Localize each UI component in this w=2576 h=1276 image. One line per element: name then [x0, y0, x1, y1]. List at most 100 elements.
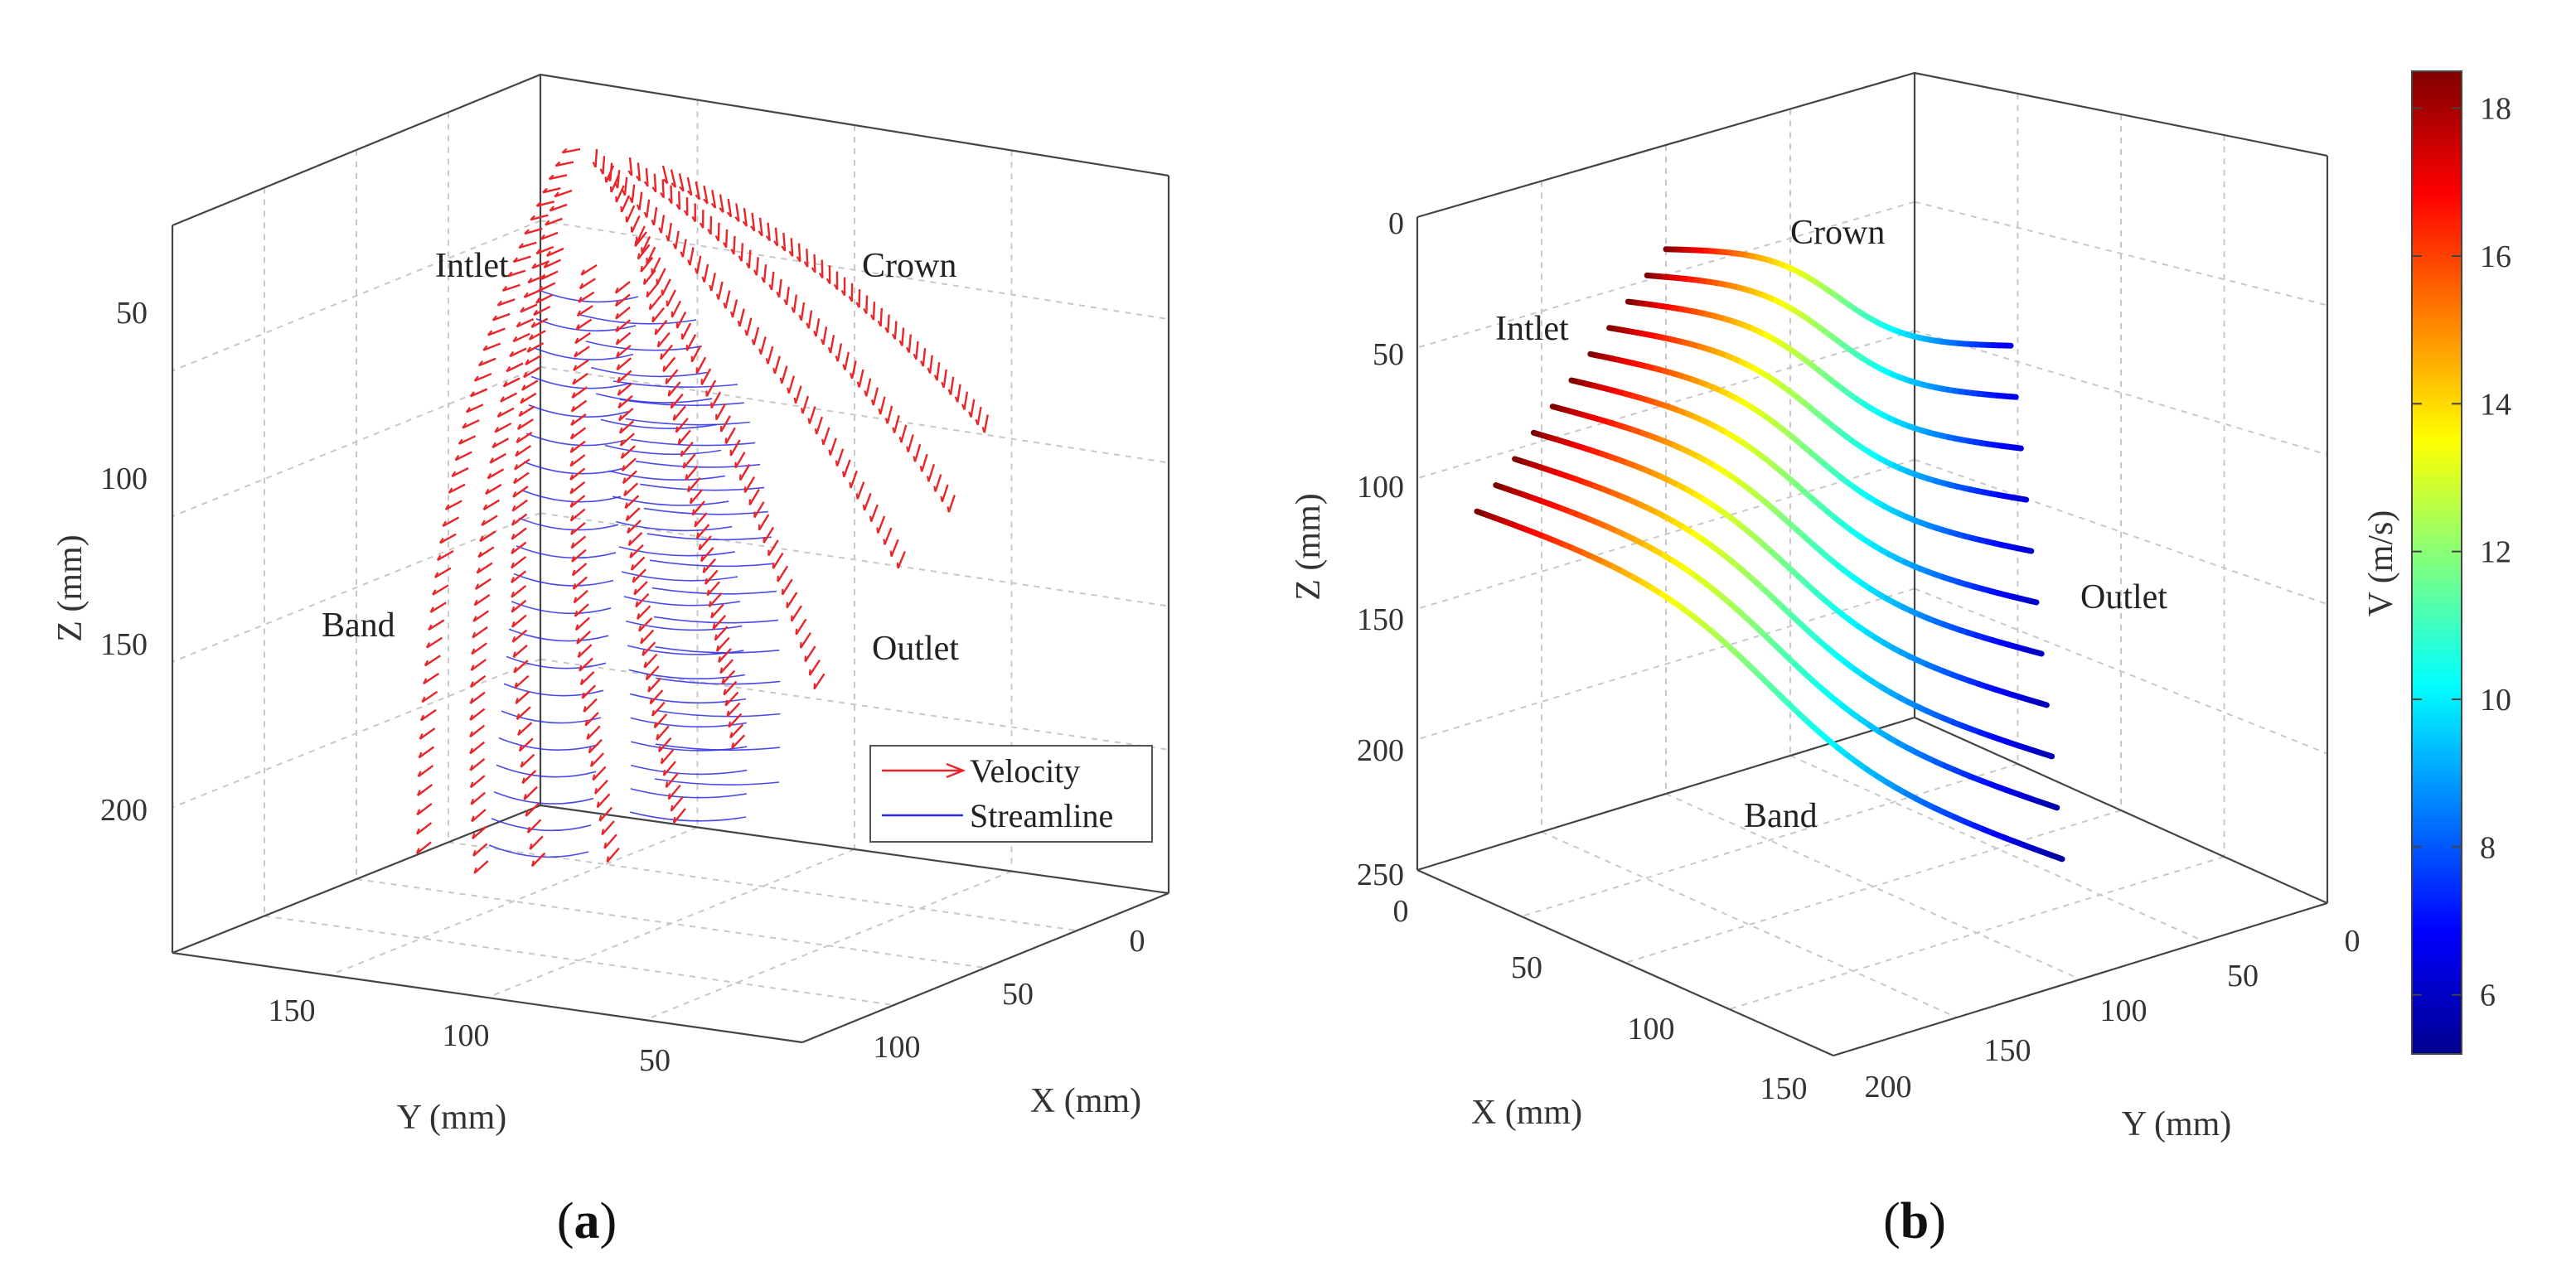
velocity-arrow [516, 431, 533, 444]
velocity-arrowhead [415, 828, 420, 835]
velocity-arrow [615, 281, 631, 294]
velocity-arrowhead [554, 191, 559, 198]
velocity-arrow [724, 427, 736, 445]
velocity-arrow [631, 215, 641, 233]
velocity-arrow [606, 847, 620, 863]
velocity-arrow [496, 407, 515, 418]
velocity-arrowhead [528, 334, 534, 341]
velocity-arrowhead [940, 495, 943, 502]
velocity-arrow [710, 273, 716, 292]
velocity-arrow [694, 512, 708, 528]
velocity-arrow [471, 809, 487, 823]
velocity-arrow [579, 671, 595, 686]
streamline-trace [649, 559, 775, 568]
velocity-arrow [429, 602, 447, 613]
velocity-arrow [843, 459, 851, 478]
velocity-arrow [502, 377, 521, 388]
z-tick: 50 [1373, 337, 1404, 372]
velocity-arrow [512, 486, 529, 498]
velocity-arrowhead [515, 450, 520, 457]
streamline-trace [629, 811, 747, 822]
velocity-arrowhead [538, 285, 543, 292]
velocity-arrow [535, 293, 554, 304]
grid-line [172, 658, 541, 809]
grid-line [172, 220, 541, 372]
velocity-arrow [512, 644, 528, 659]
velocity-arrowhead [954, 396, 959, 403]
velocity-arrow [858, 369, 864, 388]
z-tick: 50 [116, 296, 148, 331]
velocity-arrowhead [506, 365, 511, 372]
streamline-trace [626, 620, 743, 631]
panel-b-caption: (b) [1883, 1193, 1946, 1249]
streamline-trace [613, 495, 729, 506]
velocity-arrow [636, 225, 646, 244]
velocity-arrowhead [574, 610, 579, 617]
velocity-arrowhead [512, 491, 517, 498]
velocity-arrowhead [913, 353, 918, 360]
velocity-arrowhead [511, 533, 516, 540]
velocity-arrowhead [511, 577, 515, 583]
velocity-arrow [714, 626, 729, 641]
velocity-arrow [729, 439, 741, 457]
velocity-arrowhead [821, 438, 825, 445]
x-tick: 50 [1002, 977, 1034, 1012]
velocity-arrow [893, 415, 900, 433]
x-tick: 0 [1393, 894, 1409, 929]
velocity-arrow-group [627, 157, 956, 513]
velocity-arrowhead [469, 747, 473, 754]
velocity-arrowhead [933, 486, 937, 492]
velocity-arrowhead [472, 849, 477, 857]
velocity-arrowhead [577, 651, 581, 658]
velocity-arrowhead [761, 277, 765, 283]
colorbar-tick-label: 16 [2480, 239, 2511, 274]
velocity-arrow [865, 378, 872, 397]
velocity-arrow [506, 362, 524, 373]
velocity-arrowhead [975, 418, 979, 426]
colorbar-gradient [2411, 70, 2462, 1055]
velocity-arrowhead [524, 229, 530, 234]
velocity-arrowhead [623, 490, 627, 496]
velocity-arrow [785, 287, 790, 306]
velocity-arrow [739, 463, 751, 481]
velocity-arrow [872, 387, 879, 406]
velocity-arrowhead [501, 286, 508, 292]
velocity-arrow [670, 169, 677, 188]
velocity-arrowhead [570, 529, 574, 535]
velocity-arrowhead [927, 367, 932, 374]
velocity-arrowhead [878, 408, 882, 415]
velocity-arrowhead [808, 669, 811, 676]
velocity-arrowhead [494, 427, 500, 433]
velocity-arrowhead [518, 243, 524, 249]
streamline-trace [488, 844, 589, 858]
velocity-arrowhead [511, 505, 516, 512]
velocity-arrow [513, 660, 529, 674]
velocity-arrowhead [473, 375, 479, 382]
velocity-arrow [893, 321, 898, 340]
velocity-arrowhead [549, 205, 554, 212]
velocity-arrow [745, 317, 753, 336]
y-tick: 50 [2227, 959, 2259, 993]
velocity-arrowhead [569, 460, 574, 467]
velocity-arrowhead [617, 402, 622, 408]
velocity-arrow [921, 453, 928, 472]
velocity-arrowhead [616, 364, 621, 370]
streamline-segment [2016, 495, 2030, 503]
velocity-arrow [942, 369, 947, 388]
panel-a-legend: Velocity Streamline [869, 745, 1153, 843]
velocity-arrowhead [876, 527, 879, 534]
velocity-arrow [615, 331, 632, 346]
velocity-arrow [592, 766, 607, 781]
velocity-arrow [511, 499, 528, 512]
streamline-group [579, 314, 748, 822]
velocity-arrow [890, 539, 899, 558]
velocity-arrowhead [507, 271, 513, 278]
streamline-trace [538, 289, 639, 303]
velocity-arrow [466, 404, 484, 413]
velocity-arrowhead [542, 187, 548, 194]
velocity-arrow [808, 659, 821, 676]
velocity-arrow [777, 278, 782, 298]
velocity-arrow [479, 530, 496, 543]
velocity-arrowhead [615, 338, 620, 346]
velocity-arrowhead [477, 551, 482, 558]
